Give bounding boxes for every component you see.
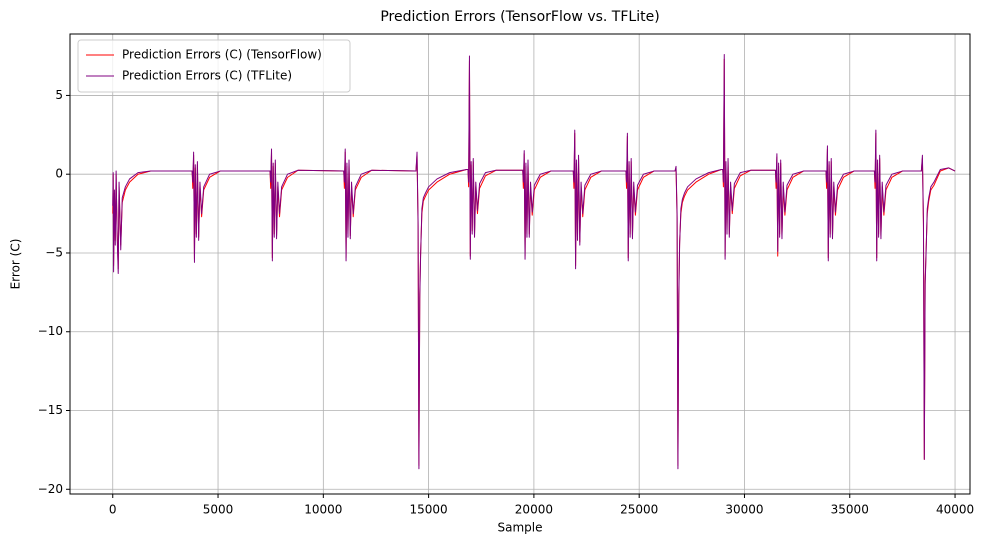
legend-label: Prediction Errors (C) (TensorFlow) — [122, 48, 322, 62]
x-tick-label: 30000 — [725, 503, 763, 517]
series-line — [112, 53, 956, 470]
plot-frame — [69, 33, 971, 495]
x-tick-label: 25000 — [620, 503, 658, 517]
y-tick-label: −10 — [38, 324, 63, 338]
y-tick-label: −15 — [38, 403, 63, 417]
y-tick-label: 0 — [55, 167, 63, 181]
x-axis-label: Sample — [498, 521, 543, 535]
x-tick-label: 20000 — [515, 503, 553, 517]
x-tick-label: 15000 — [410, 503, 448, 517]
y-tick-label: −5 — [45, 245, 63, 259]
y-axis-label: Error (C) — [9, 239, 23, 290]
x-tick-label: 35000 — [831, 503, 869, 517]
legend-label: Prediction Errors (C) (TFLite) — [122, 69, 292, 83]
x-tick-label: 40000 — [936, 503, 974, 517]
chart-title: Prediction Errors (TensorFlow vs. TFLite… — [380, 9, 659, 25]
x-tick-label: 0 — [109, 503, 117, 517]
x-tick-label: 10000 — [304, 503, 342, 517]
y-tick-label: 5 — [55, 88, 63, 102]
legend-box — [77, 39, 351, 93]
y-tick-label: −20 — [38, 482, 63, 496]
x-tick-label: 5000 — [203, 503, 234, 517]
